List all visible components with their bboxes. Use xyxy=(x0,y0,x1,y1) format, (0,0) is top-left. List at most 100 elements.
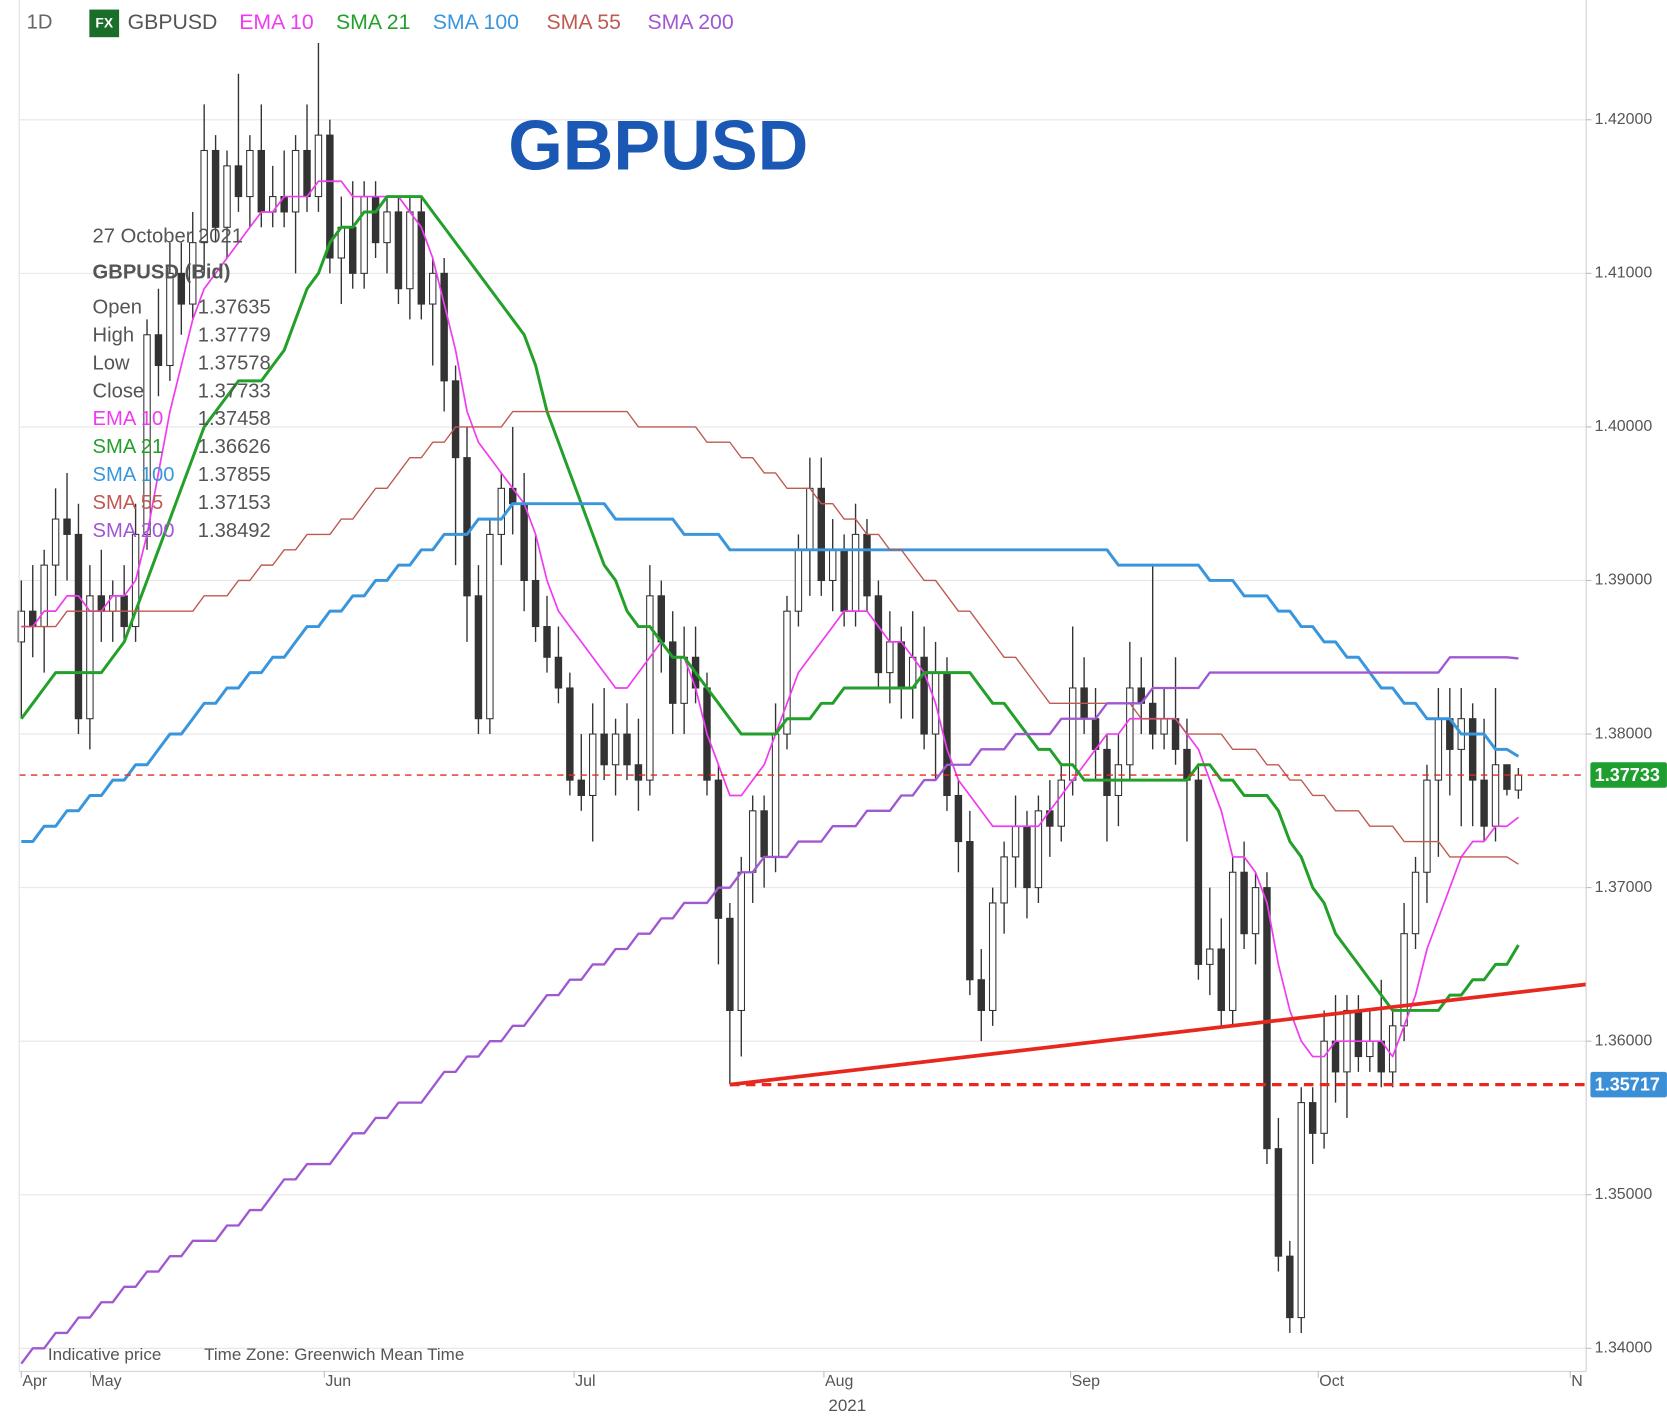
candle-body xyxy=(486,533,494,720)
candle-body xyxy=(1251,887,1260,935)
candle-body xyxy=(1366,1040,1374,1058)
y-tick-label: 1.34000 xyxy=(1595,1340,1653,1357)
candles xyxy=(17,42,1523,1333)
candle-body xyxy=(86,595,94,720)
info-ma-label: SMA 55 xyxy=(93,492,164,514)
info-ma-value: 1.37855 xyxy=(198,464,271,486)
x-tick-label: Aug xyxy=(825,1373,853,1390)
candle-body xyxy=(63,518,71,535)
candle-body xyxy=(1240,871,1248,935)
candle-body xyxy=(166,272,174,367)
candle-body xyxy=(406,211,414,290)
candle-body xyxy=(417,211,426,305)
candle-body xyxy=(783,610,791,735)
trendline xyxy=(729,982,1587,1087)
legend: EMA 10 SMA 21 SMA 100 SMA 55 SMA 200 xyxy=(239,10,733,34)
candle-body xyxy=(566,687,574,781)
info-value: 1.37635 xyxy=(198,297,271,319)
candle-body xyxy=(383,211,391,244)
x-tick-label: N xyxy=(1571,1373,1583,1390)
candle-body xyxy=(1377,1040,1385,1073)
candle-body xyxy=(1491,764,1500,827)
info-panel: Open 1.37635 High 1.37779 Low 1.37578 Close 1.3… xyxy=(93,297,271,542)
x-tick-label: May xyxy=(91,1373,121,1390)
candle-body xyxy=(234,165,243,198)
candle-body xyxy=(954,794,963,843)
y-tick-label: 1.42000 xyxy=(1595,111,1653,128)
info-ma-value: 1.37458 xyxy=(198,408,271,430)
candle-body xyxy=(1011,825,1020,858)
candle-body xyxy=(463,457,471,597)
candle-body xyxy=(40,564,48,628)
candle-body xyxy=(1126,687,1134,766)
fx-badge-text: FX xyxy=(95,15,113,31)
symbol: GBPUSD xyxy=(128,10,218,34)
candle-body xyxy=(1194,779,1203,965)
candle-body xyxy=(748,810,757,873)
candle-body xyxy=(1206,948,1214,965)
candle-body xyxy=(223,165,231,228)
candle-body xyxy=(74,533,83,720)
info-label: Low xyxy=(93,353,130,375)
candle-body xyxy=(806,487,814,551)
candle-body xyxy=(554,656,563,689)
candle-body xyxy=(611,733,620,766)
year-label: 2021 xyxy=(828,1396,866,1415)
support-tag xyxy=(1590,1071,1667,1098)
candle-body xyxy=(1331,1040,1340,1073)
info-ma-value: 1.36626 xyxy=(198,436,271,458)
candle-body xyxy=(817,487,825,582)
candle-body xyxy=(200,149,208,244)
candle-body xyxy=(714,779,723,919)
candle-body xyxy=(1228,871,1237,1012)
candle-body xyxy=(154,334,163,367)
candle-body xyxy=(1400,933,1408,1027)
candle-body xyxy=(257,149,266,213)
x-tick-label: Jul xyxy=(575,1373,595,1390)
support-tag-text: 1.35717 xyxy=(1595,1074,1660,1094)
candle-body xyxy=(920,656,928,735)
candle-body xyxy=(291,149,300,213)
legend-entry: SMA 55 xyxy=(546,10,620,34)
candle-body xyxy=(1480,779,1488,827)
x-tick-label: Jun xyxy=(325,1373,351,1390)
candle-body xyxy=(1263,887,1271,1150)
candle-body xyxy=(1034,810,1043,889)
candle-body xyxy=(1503,764,1511,790)
grid xyxy=(19,119,1587,1349)
x-tick-label: Apr xyxy=(22,1373,47,1390)
info-ma-label: SMA 200 xyxy=(93,520,175,542)
candle-body xyxy=(1217,948,1225,1012)
last-price-tag-text: 1.37733 xyxy=(1595,765,1660,785)
candle-body xyxy=(726,917,734,1012)
candle-body xyxy=(440,272,448,382)
candle-body xyxy=(840,549,848,612)
info-value: 1.37779 xyxy=(198,325,271,347)
y-tick-label: 1.37000 xyxy=(1595,879,1653,896)
info-value: 1.37733 xyxy=(198,380,271,402)
candle-body xyxy=(1286,1255,1294,1319)
candle-body xyxy=(349,226,357,274)
candle-body xyxy=(863,533,871,597)
candle-body xyxy=(1411,871,1420,935)
candle-body xyxy=(966,841,974,981)
candle-body xyxy=(623,733,631,766)
candle-body xyxy=(646,595,654,781)
x-tick-label: Oct xyxy=(1319,1373,1344,1390)
y-tick-label: 1.36000 xyxy=(1595,1032,1653,1049)
candle-body xyxy=(1057,779,1065,827)
x-tick-label: Sep xyxy=(1072,1373,1100,1390)
candle-body xyxy=(657,595,666,643)
candle-body xyxy=(1308,1102,1317,1134)
info-label: Open xyxy=(93,297,142,319)
candle-body xyxy=(771,733,780,858)
candle-body xyxy=(520,503,528,582)
candle-body xyxy=(1297,1102,1305,1319)
ma-line xyxy=(20,195,1520,1012)
info-ma-label: EMA 10 xyxy=(93,408,164,430)
candle-body xyxy=(1434,718,1443,781)
candle-body xyxy=(1354,1009,1363,1058)
candle-body xyxy=(1103,748,1111,797)
info-label: Close xyxy=(93,380,145,402)
